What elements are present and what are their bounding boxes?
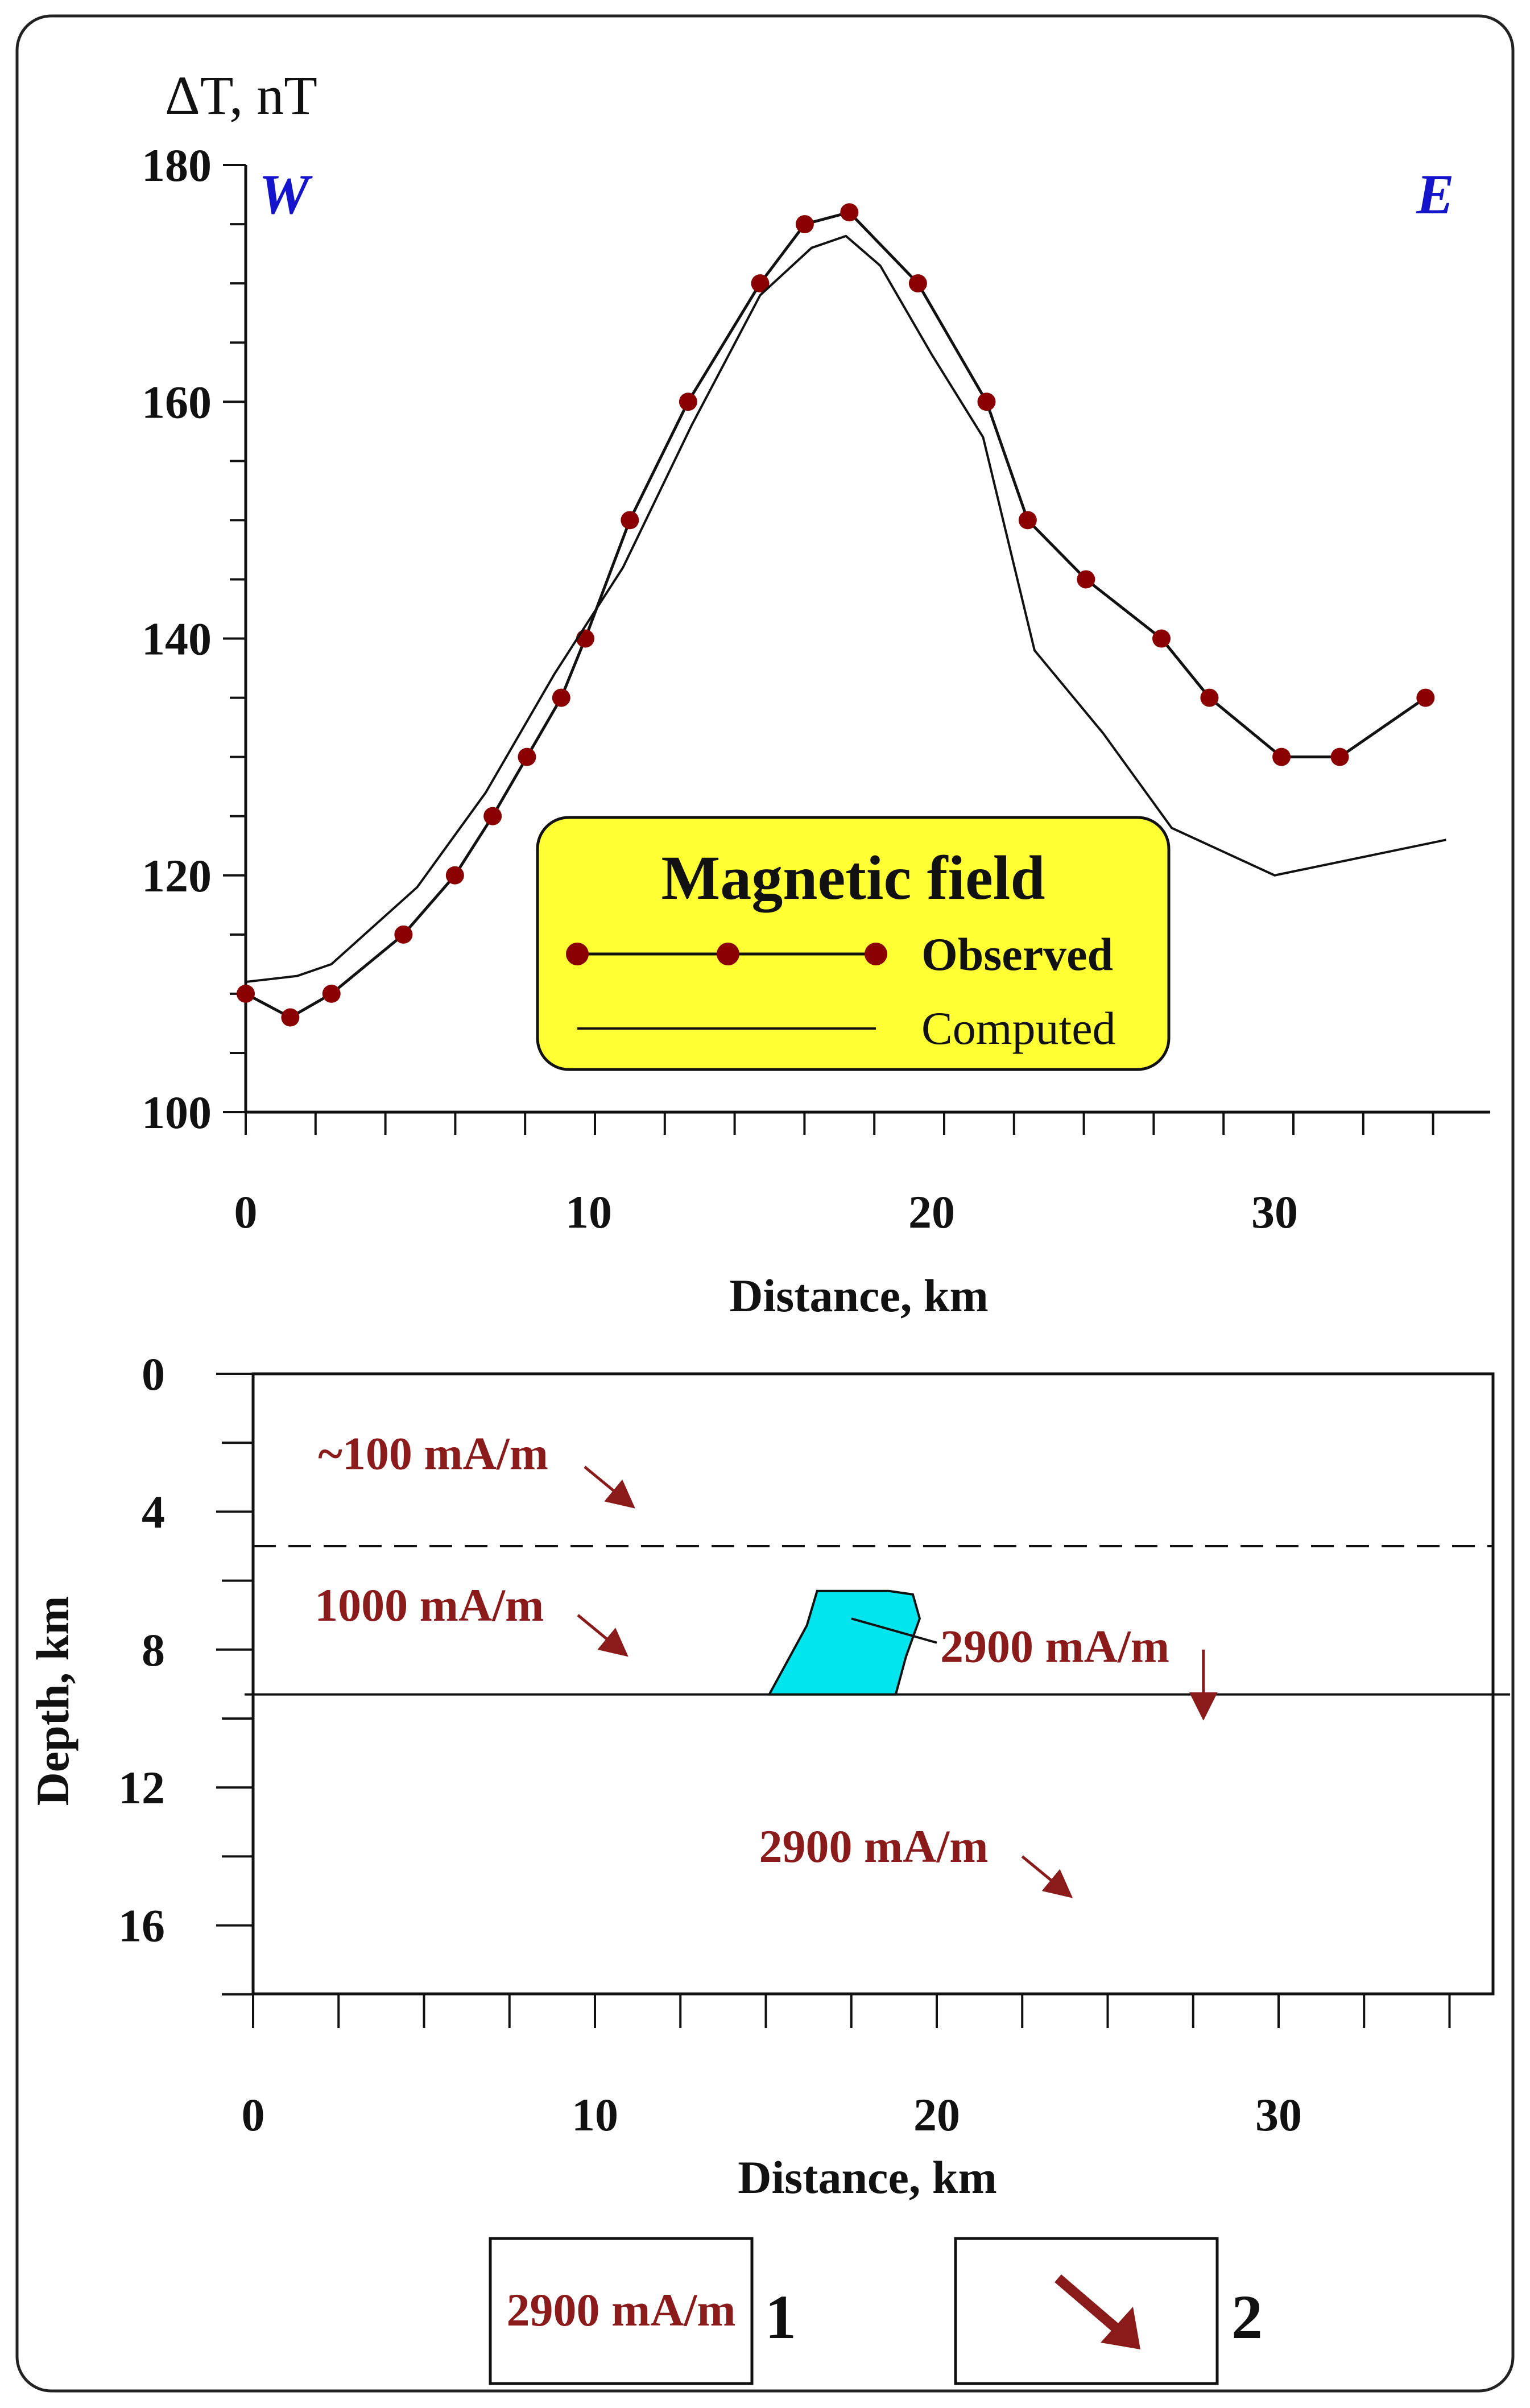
legend-title: Magnetic field	[661, 843, 1045, 912]
key-2-number: 2	[1231, 2282, 1263, 2352]
observed-point	[908, 274, 927, 293]
legend-observed-marker	[566, 943, 589, 965]
observed-point	[445, 866, 464, 885]
legend-observed-marker	[865, 943, 887, 965]
section-x-tick-label: 30	[1255, 2089, 1302, 2141]
magnetization-arrow	[584, 1465, 635, 1509]
observed-point	[1330, 747, 1349, 766]
bottom-x-axis-title: Distance, km	[738, 2151, 997, 2203]
observed-point	[1416, 688, 1435, 707]
depth-tick-label: 4	[142, 1486, 165, 1538]
observed-point	[576, 629, 594, 648]
observed-point	[977, 393, 996, 411]
section-x-tick-label: 20	[913, 2089, 960, 2141]
observed-point	[1272, 747, 1291, 766]
key-box-2	[954, 2237, 1219, 2385]
direction-west: W	[259, 163, 313, 226]
key-1-number: 1	[765, 2282, 796, 2352]
depth-tick-label: 8	[142, 1624, 165, 1676]
y-tick-label: 140	[142, 613, 212, 665]
y-tick-label: 120	[142, 850, 212, 902]
section-x-tick-label: 0	[242, 2089, 265, 2141]
magnetization-label: 1000 mA/m	[315, 1579, 544, 1631]
observed-point	[518, 747, 536, 766]
observed-point	[394, 925, 413, 944]
body-leader-line	[851, 1617, 937, 1644]
legend-computed-label: Computed	[921, 1002, 1116, 1054]
x-tick-label: 20	[908, 1186, 955, 1238]
y-axis-title-unit: , nT	[229, 65, 317, 126]
y-axis-title: ΔT, nT	[165, 65, 317, 126]
observed-point	[621, 511, 639, 530]
observed-point	[1077, 570, 1095, 589]
key-arrow-shaft	[1055, 2274, 1121, 2333]
key-arrow-head	[1101, 2307, 1140, 2349]
depth-tick-label: 0	[142, 1348, 165, 1400]
top-x-axis-title: Distance, km	[729, 1270, 989, 1321]
legend: Magnetic field Observed Computed	[536, 816, 1171, 1071]
section-x-tick-label: 10	[572, 2089, 618, 2141]
arrow-icon	[1055, 2274, 1140, 2349]
figure-frame	[15, 14, 1515, 2393]
x-tick-label: 30	[1251, 1186, 1298, 1238]
direction-east: E	[1416, 163, 1454, 226]
magnetization-arrow	[577, 1614, 628, 1657]
key-1-text: 2900 mA/m	[506, 2284, 735, 2336]
legend-box	[536, 816, 1171, 1071]
observed-point	[483, 807, 502, 825]
key-box-1	[489, 2237, 754, 2385]
y-tick-label: 180	[142, 139, 212, 191]
observed-point	[840, 203, 859, 222]
magnetic-field-chart: ΔT, nT W E 100 120 140 160 180 0 10 20 30 Magne…	[142, 65, 1490, 1321]
magnetization-label: 2900 mA/m	[759, 1820, 988, 1872]
observed-point	[552, 688, 570, 707]
observed-point	[1152, 629, 1171, 648]
observed-point	[795, 215, 814, 234]
magnetic-body	[767, 1589, 921, 1696]
computed-line	[245, 234, 1446, 984]
observed-point	[237, 984, 255, 1003]
observed-point	[1200, 688, 1219, 707]
magnetization-label: 2900 mA/m	[940, 1621, 1169, 1672]
magnetization-arrow	[1021, 1855, 1073, 1898]
x-tick-label: 0	[234, 1186, 258, 1238]
observed-point	[679, 393, 697, 411]
legend-observed-marker	[717, 943, 739, 965]
observed-point	[1018, 511, 1037, 530]
observed-point	[322, 984, 341, 1003]
x-tick-label: 10	[565, 1186, 612, 1238]
depth-axis-title: Depth, km	[27, 1596, 78, 1806]
y-tick-label: 100	[142, 1087, 212, 1138]
y-tick-label: 160	[142, 376, 212, 428]
observed-point	[751, 274, 770, 293]
key: 2900 mA/m 1 2	[489, 2237, 1263, 2385]
depth-section: 0 4 8 12 16 0 10 20 30 ~100 mA/m 1000 mA/m 2900 m…	[27, 1348, 1510, 2203]
depth-tick-label: 16	[118, 1900, 165, 1952]
section-frame	[251, 1372, 1495, 1996]
depth-tick-label: 12	[118, 1762, 165, 1814]
observed-point	[281, 1008, 300, 1027]
magnetization-label: ~100 mA/m	[318, 1427, 548, 1479]
legend-observed-label: Observed	[921, 928, 1113, 980]
